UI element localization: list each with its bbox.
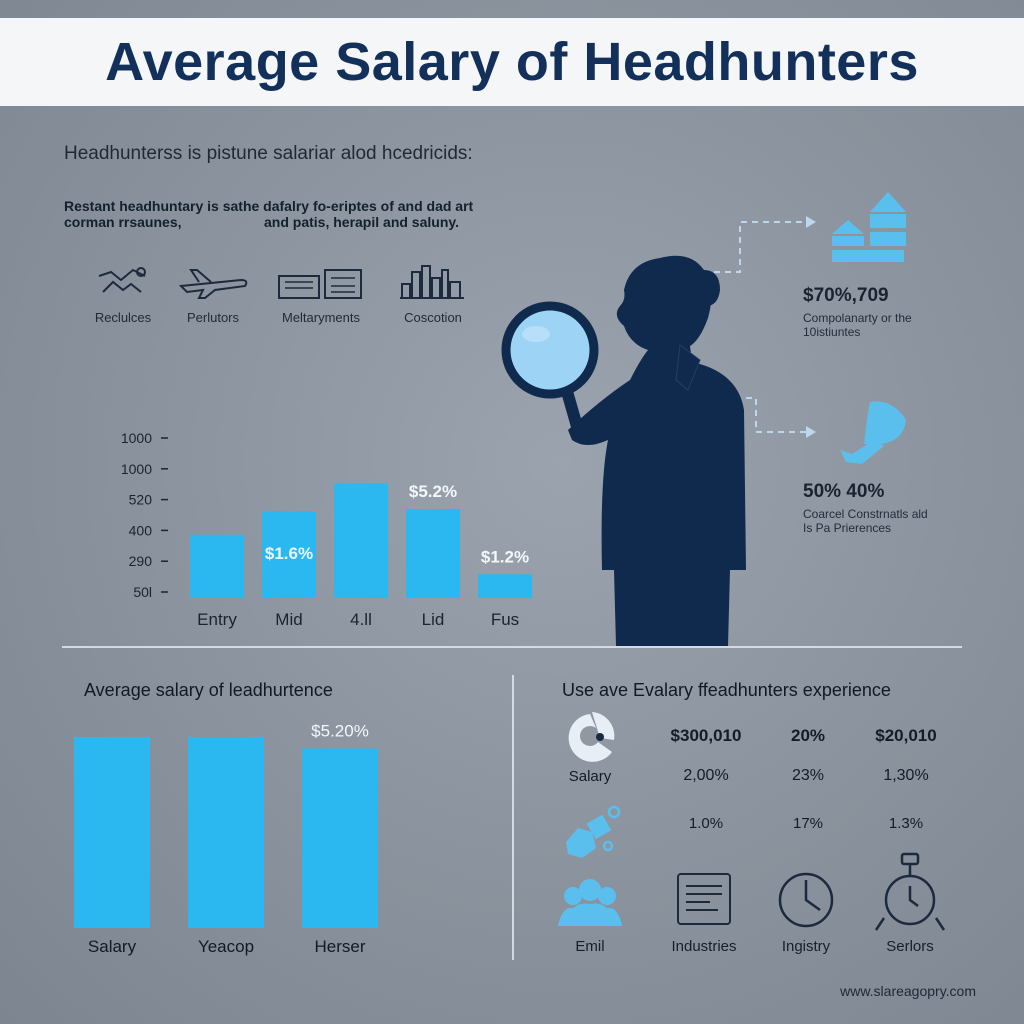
section-divider — [62, 646, 962, 648]
intro-text: Restant headhuntary is sathe dafalry fo-… — [64, 198, 534, 230]
city-skyline-icon — [400, 265, 464, 299]
stat-desc-line: Is Pa Prierences — [803, 521, 892, 535]
connector-arrow-top — [714, 216, 816, 273]
bar — [406, 509, 460, 598]
x-tick-label: Herser — [314, 937, 365, 956]
factory-icon — [278, 269, 362, 299]
x-tick-label: Entry — [197, 610, 237, 629]
magnifying-glass-icon — [501, 301, 599, 436]
y-tick-label: 400 — [129, 522, 153, 538]
salary-bar-chart: 1000 1000 520 400 290 50l Entry Mid $1.6% 4.ll Lid… — [121, 430, 532, 629]
bar — [334, 483, 388, 598]
average-salary-bar-chart: Salary Yeacop Herser $5.20% — [74, 721, 378, 956]
y-tick-label: 520 — [129, 492, 153, 508]
stat-desc-line: Compolanarty or the — [803, 311, 912, 325]
experience-cell: 1.0% — [688, 815, 724, 832]
x-tick-label: 4.ll — [350, 610, 372, 629]
experience-cell: 1,30% — [883, 767, 929, 784]
bar — [262, 511, 316, 598]
clock-icon — [778, 872, 834, 928]
industry-item-factory: Meltaryments — [266, 262, 376, 325]
data-label: $5.2% — [409, 482, 457, 501]
experience-header-cell: 20% — [790, 726, 826, 745]
bar — [302, 748, 378, 928]
industry-label: Perlutors — [186, 310, 240, 325]
experience-cell: 1.3% — [888, 815, 924, 832]
experience-icon-label: Ingistry — [781, 938, 831, 955]
bar — [188, 737, 264, 928]
headhunter-silhouette — [568, 255, 746, 646]
industry-label: Reclulces — [94, 310, 152, 325]
intro-line-2b: and patis, herapil and saluny. — [264, 214, 460, 230]
experience-header-cell: $20,010 — [875, 726, 937, 745]
industry-label: Coscotion — [404, 310, 462, 325]
y-tick-label: 290 — [129, 553, 153, 569]
experience-row-label: Salary — [568, 768, 612, 785]
stopwatch-icon — [874, 852, 946, 931]
wrench-tool-icon — [566, 805, 621, 858]
handshake-icon — [98, 267, 146, 293]
stat-value: $70%,709 — [803, 285, 889, 306]
y-tick-label: 50l — [133, 584, 152, 600]
x-tick-label: Yeacop — [198, 937, 254, 956]
data-label: $5.20% — [311, 721, 369, 740]
industry-item-city: Coscotion — [378, 262, 488, 325]
bar — [478, 574, 532, 598]
experience-cell: 2,00% — [683, 767, 729, 784]
experience-icon-label: Emil — [575, 938, 605, 955]
houses-icon — [832, 192, 906, 262]
stat-desc-line: 10istiuntes — [803, 325, 861, 339]
intro-line-1: Restant headhuntary is sathe dafalry fo-… — [64, 198, 474, 214]
experience-cell: 23% — [791, 767, 825, 784]
industry-label: Meltaryments — [281, 310, 361, 325]
x-tick-label: Mid — [275, 610, 302, 629]
experience-title: Use ave Evalary ffeadhunters experience — [562, 680, 891, 700]
subtitle: Headhunterss is pistune salariar alod hc… — [64, 143, 473, 164]
x-tick-label: Lid — [422, 610, 445, 629]
experience-icon-label: Industries — [671, 938, 737, 955]
connector-arrow-bottom — [746, 397, 816, 438]
pie-gauge-icon — [568, 712, 615, 762]
bar — [190, 534, 244, 598]
industry-item-recruiters: Reclulces — [68, 262, 178, 325]
bar — [74, 737, 150, 928]
stat-value: 50% 40% — [803, 481, 885, 502]
airplane-icon — [178, 269, 248, 299]
column-divider — [512, 675, 514, 960]
x-tick-label: Salary — [88, 937, 137, 956]
stat-desc-line: Coarcel Constrnatls ald — [803, 507, 928, 521]
x-tick-label: Fus — [491, 610, 519, 629]
stat-block-preferences: 50% 40% Coarcel Constrnatls ald Is Pa Pr… — [803, 481, 928, 535]
bottom-left-chart-title: Average salary of leadhurtence — [84, 680, 333, 700]
industry-item-airplane: Perlutors — [158, 262, 268, 325]
experience-cell: 17% — [792, 815, 824, 832]
people-group-icon — [558, 879, 622, 926]
y-tick-label: 1000 — [121, 430, 152, 446]
intro-line-2a: corman rrsaunes, — [64, 214, 182, 230]
page-title: Average Salary of Headhunters — [105, 32, 919, 92]
y-tick-label: 1000 — [121, 461, 152, 477]
stat-block-compensation: $70%,709 Compolanarty or the 10istiuntes — [803, 285, 912, 339]
title-banner: Average Salary of Headhunters — [0, 18, 1024, 106]
data-label: $1.6% — [265, 544, 313, 563]
document-icon — [677, 873, 731, 925]
experience-icon-label: Serlors — [886, 938, 934, 955]
footer-url: www.slareagopry.com — [840, 983, 976, 999]
experience-header-cell: $300,010 — [670, 726, 742, 745]
data-label: $1.2% — [481, 547, 529, 566]
horn-icon — [840, 401, 906, 464]
